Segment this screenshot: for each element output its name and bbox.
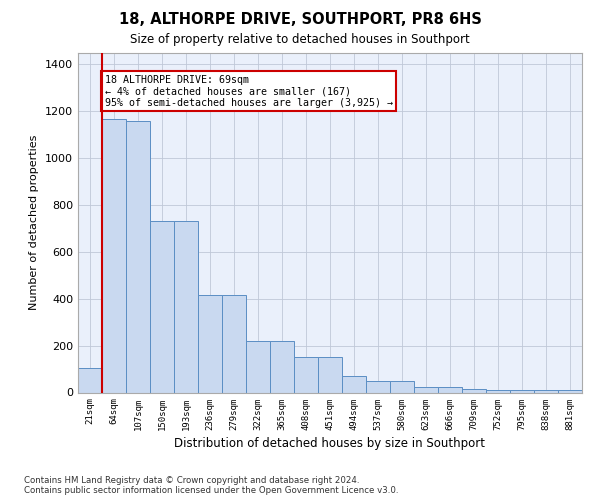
Bar	[150, 222, 174, 392]
Bar	[78, 368, 102, 392]
Bar	[198, 295, 222, 392]
Bar	[558, 390, 582, 392]
Bar	[366, 381, 390, 392]
Bar	[486, 390, 510, 392]
Text: 18, ALTHORPE DRIVE, SOUTHPORT, PR8 6HS: 18, ALTHORPE DRIVE, SOUTHPORT, PR8 6HS	[119, 12, 481, 28]
Text: 18 ALTHORPE DRIVE: 69sqm
← 4% of detached houses are smaller (167)
95% of semi-d: 18 ALTHORPE DRIVE: 69sqm ← 4% of detache…	[105, 74, 393, 108]
Bar	[462, 389, 486, 392]
Bar	[294, 358, 318, 392]
Bar	[318, 358, 342, 392]
X-axis label: Distribution of detached houses by size in Southport: Distribution of detached houses by size …	[175, 436, 485, 450]
Bar	[438, 386, 462, 392]
Bar	[126, 120, 150, 392]
Bar	[222, 295, 246, 392]
Bar	[390, 381, 414, 392]
Text: Contains HM Land Registry data © Crown copyright and database right 2024.
Contai: Contains HM Land Registry data © Crown c…	[24, 476, 398, 495]
Bar	[270, 342, 294, 392]
Bar	[510, 390, 534, 392]
Text: Size of property relative to detached houses in Southport: Size of property relative to detached ho…	[130, 32, 470, 46]
Bar	[246, 342, 270, 392]
Bar	[534, 390, 558, 392]
Bar	[102, 120, 126, 392]
Bar	[174, 222, 198, 392]
Bar	[342, 376, 366, 392]
Y-axis label: Number of detached properties: Number of detached properties	[29, 135, 40, 310]
Bar	[414, 386, 438, 392]
